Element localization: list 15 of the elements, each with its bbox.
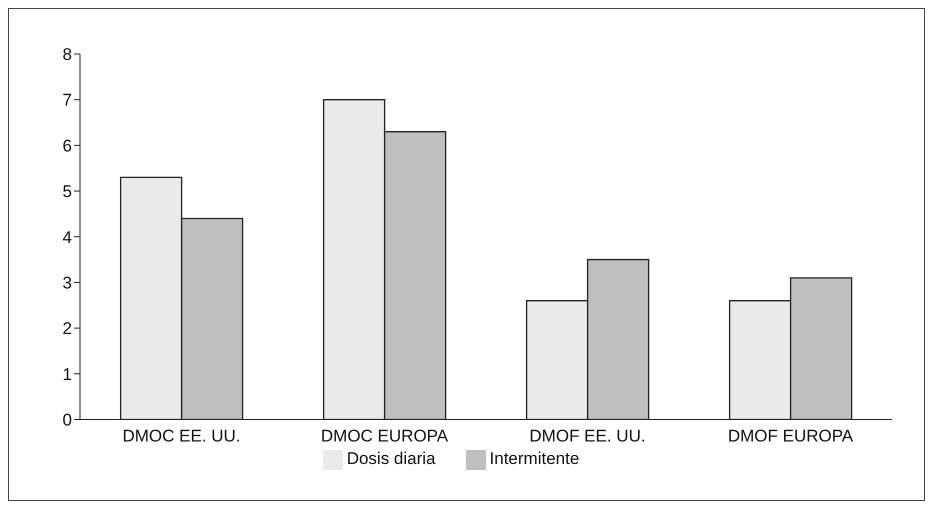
- x-tick-label: DMOF EUROPA: [728, 426, 854, 446]
- y-tick-label: 3: [62, 273, 72, 292]
- y-tick-label: 7: [62, 90, 72, 110]
- x-tick-label: DMOF EE. UU.: [529, 426, 646, 446]
- y-tick-label: 2: [62, 319, 72, 338]
- legend-label: Intermitente: [490, 449, 580, 468]
- y-tick-label: 0: [62, 410, 72, 430]
- legend-label: Dosis diaria: [346, 449, 436, 468]
- y-tick-label: 6: [62, 136, 72, 156]
- y-tick-label: 4: [62, 228, 72, 247]
- x-tick-label: DMOC EUROPA: [320, 426, 449, 446]
- y-tick-label: 5: [62, 182, 72, 202]
- x-tick-label: DMOC EE. UU.: [122, 426, 241, 446]
- y-tick-label: 8: [62, 45, 72, 64]
- y-tick-label: 1: [62, 364, 72, 384]
